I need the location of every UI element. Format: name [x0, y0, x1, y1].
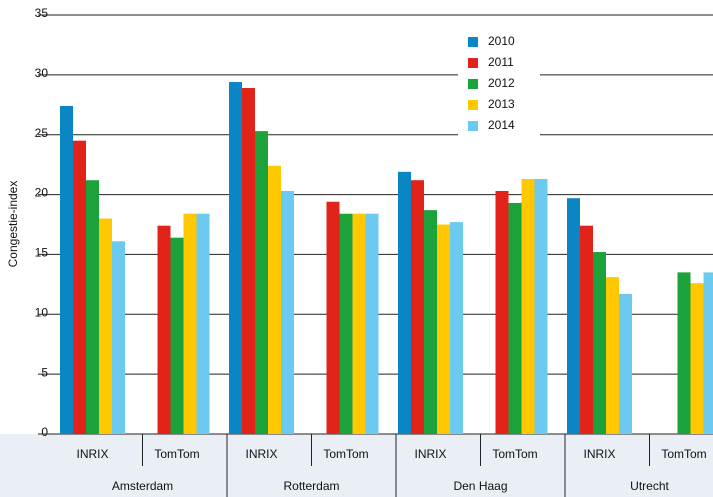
legend-label: 2013 — [488, 97, 515, 111]
y-tick-label: 25 — [35, 126, 49, 140]
legend-label: 2014 — [488, 118, 515, 132]
y-tick-label: 0 — [41, 425, 48, 439]
bar — [196, 213, 210, 434]
group-label: Den Haag — [453, 479, 507, 493]
legend: 2010 2011 2012 2013 2014 — [458, 28, 540, 140]
bar — [424, 210, 437, 434]
legend-swatch — [468, 100, 478, 110]
x-tick-label: TomTom — [661, 447, 706, 461]
y-tick-label: 30 — [35, 66, 49, 80]
legend-label: 2012 — [488, 76, 515, 90]
bar — [521, 179, 535, 434]
bar — [255, 131, 268, 434]
x-tick-label: INRIX — [245, 447, 277, 461]
group-label: Utrecht — [630, 479, 669, 493]
legend-swatch — [468, 37, 478, 47]
bar — [437, 224, 450, 434]
y-tick-label: 5 — [41, 365, 48, 379]
legend-label: 2010 — [488, 34, 515, 48]
axis-band — [0, 434, 713, 497]
bar — [606, 277, 619, 434]
bar — [281, 190, 294, 434]
bar — [690, 283, 704, 434]
y-axis-label: Congestie-index — [6, 181, 20, 268]
bar — [157, 225, 171, 434]
bar — [398, 171, 411, 434]
x-tick-label: INRIX — [583, 447, 615, 461]
group-label: Amsterdam — [112, 479, 173, 493]
x-tick-label: INRIX — [414, 447, 446, 461]
bar — [60, 105, 73, 435]
bar — [170, 237, 184, 434]
x-tick-label: TomTom — [492, 447, 537, 461]
bar — [112, 241, 125, 434]
bar — [534, 179, 548, 434]
bar — [229, 82, 242, 434]
legend-swatch — [468, 121, 478, 131]
bar — [268, 165, 281, 434]
bar — [593, 252, 606, 434]
bar — [450, 222, 463, 434]
bar — [619, 293, 632, 434]
y-tick-label: 20 — [35, 186, 49, 200]
bar — [73, 140, 86, 434]
bar — [411, 180, 424, 434]
bar — [183, 213, 197, 434]
bar — [352, 213, 366, 434]
legend-label: 2011 — [488, 55, 514, 69]
x-tick-label: TomTom — [323, 447, 368, 461]
y-tick-label: 10 — [35, 305, 49, 319]
bar — [508, 202, 522, 434]
bar — [242, 88, 255, 435]
bar — [339, 213, 353, 434]
bar — [86, 180, 99, 434]
legend-swatch — [468, 79, 478, 89]
group-label: Rotterdam — [283, 479, 339, 493]
bar — [99, 218, 112, 434]
bar — [326, 201, 340, 434]
bar — [677, 272, 691, 434]
x-tick-label: TomTom — [154, 447, 199, 461]
bar — [567, 198, 580, 434]
y-tick-label: 15 — [35, 246, 49, 260]
x-tick-label: INRIX — [76, 447, 108, 461]
y-tick-label: 35 — [35, 6, 49, 20]
bar — [365, 213, 379, 434]
bar — [580, 225, 593, 434]
bar — [703, 272, 713, 434]
legend-swatch — [468, 58, 478, 68]
bar — [495, 190, 509, 434]
